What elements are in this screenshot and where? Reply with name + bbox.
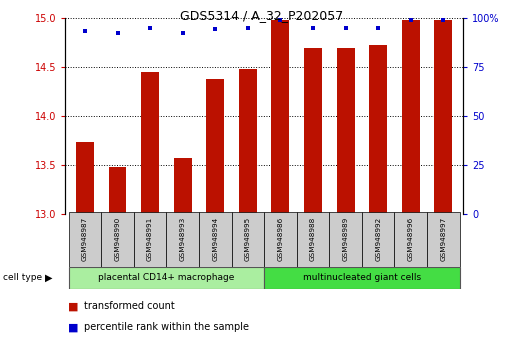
Text: GSM948987: GSM948987 bbox=[82, 217, 88, 261]
Text: ▶: ▶ bbox=[45, 273, 52, 282]
Point bbox=[178, 30, 187, 36]
Text: multinucleated giant cells: multinucleated giant cells bbox=[303, 273, 421, 282]
Bar bbox=[134, 212, 166, 267]
Point bbox=[406, 17, 415, 23]
Bar bbox=[174, 158, 191, 214]
Text: placental CD14+ macrophage: placental CD14+ macrophage bbox=[98, 273, 234, 282]
Point bbox=[211, 27, 220, 32]
Text: ■: ■ bbox=[68, 301, 78, 311]
Point bbox=[309, 25, 317, 30]
Text: GSM948996: GSM948996 bbox=[408, 217, 414, 261]
Text: percentile rank within the sample: percentile rank within the sample bbox=[84, 322, 248, 332]
Bar bbox=[199, 212, 232, 267]
Bar bbox=[337, 48, 355, 214]
Point bbox=[146, 25, 154, 30]
Bar bbox=[264, 267, 460, 289]
Bar bbox=[239, 69, 257, 214]
Bar bbox=[69, 212, 101, 267]
Bar bbox=[109, 167, 127, 214]
Text: ■: ■ bbox=[68, 322, 78, 332]
Bar bbox=[362, 212, 394, 267]
Point bbox=[244, 25, 252, 30]
Bar bbox=[329, 212, 362, 267]
Text: GSM948994: GSM948994 bbox=[212, 217, 218, 261]
Bar bbox=[394, 212, 427, 267]
Text: GSM948988: GSM948988 bbox=[310, 217, 316, 261]
Text: GSM948992: GSM948992 bbox=[375, 217, 381, 261]
Point bbox=[113, 30, 122, 36]
Bar bbox=[264, 212, 297, 267]
Text: transformed count: transformed count bbox=[84, 301, 175, 311]
Bar bbox=[76, 142, 94, 214]
Bar bbox=[101, 212, 134, 267]
Text: GSM948986: GSM948986 bbox=[277, 217, 283, 261]
Bar bbox=[141, 72, 159, 214]
Text: GSM948991: GSM948991 bbox=[147, 217, 153, 261]
Bar bbox=[271, 20, 289, 214]
Bar bbox=[369, 45, 387, 214]
Bar bbox=[297, 212, 329, 267]
Text: GSM948995: GSM948995 bbox=[245, 217, 251, 261]
Bar bbox=[427, 212, 460, 267]
Point bbox=[439, 17, 448, 23]
Bar bbox=[402, 20, 419, 214]
Bar bbox=[69, 267, 264, 289]
Point bbox=[81, 29, 89, 34]
Bar bbox=[434, 20, 452, 214]
Text: GDS5314 / A_32_P202057: GDS5314 / A_32_P202057 bbox=[180, 9, 343, 22]
Bar bbox=[206, 79, 224, 214]
Bar bbox=[304, 48, 322, 214]
Text: GSM948989: GSM948989 bbox=[343, 217, 348, 261]
Text: GSM948997: GSM948997 bbox=[440, 217, 446, 261]
Point bbox=[374, 25, 382, 30]
Point bbox=[276, 17, 285, 23]
Bar bbox=[166, 212, 199, 267]
Text: GSM948990: GSM948990 bbox=[115, 217, 120, 261]
Text: GSM948993: GSM948993 bbox=[180, 217, 186, 261]
Text: cell type: cell type bbox=[3, 273, 42, 282]
Bar bbox=[232, 212, 264, 267]
Point bbox=[342, 25, 350, 30]
